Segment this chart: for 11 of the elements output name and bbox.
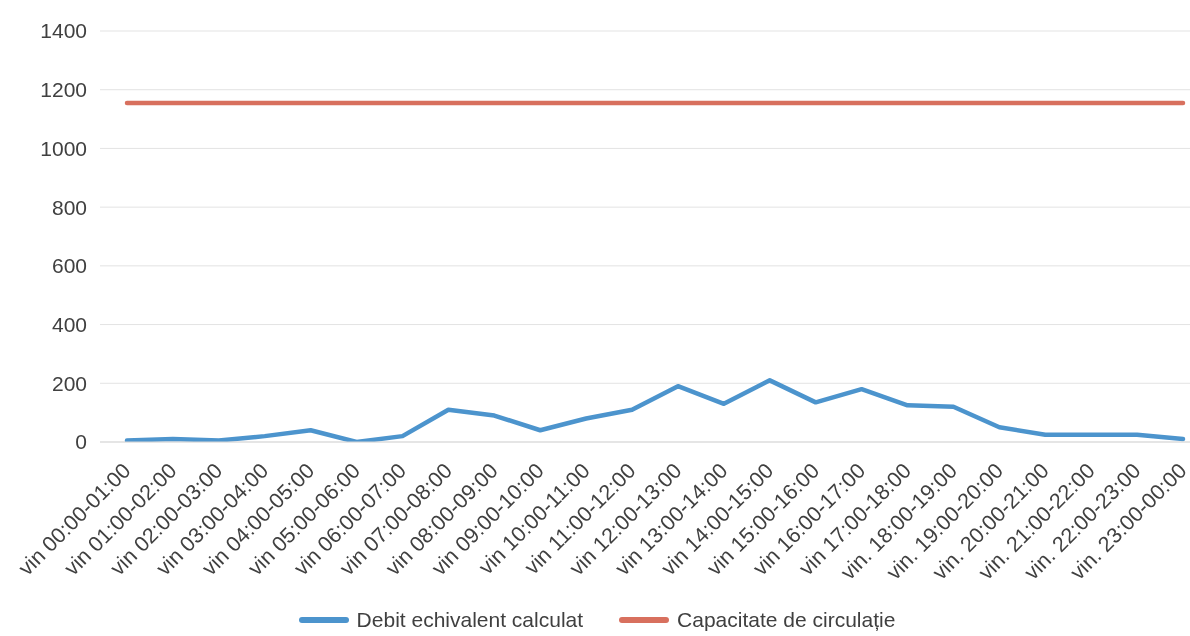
y-tick-label: 800 [51,195,87,219]
y-tick-label: 1000 [40,136,87,160]
y-tick-label: 400 [51,313,87,337]
y-tick-label: 1400 [40,19,87,43]
y-tick-label: 600 [51,254,87,278]
legend-label: Capacitate de circulație [677,608,896,632]
line-series [124,378,1186,442]
legend-label: Debit echivalent calculat [356,608,584,632]
y-tick-label: 0 [75,430,87,454]
y-tick-label: 200 [51,371,87,395]
y-tick-label: 1200 [40,78,87,102]
